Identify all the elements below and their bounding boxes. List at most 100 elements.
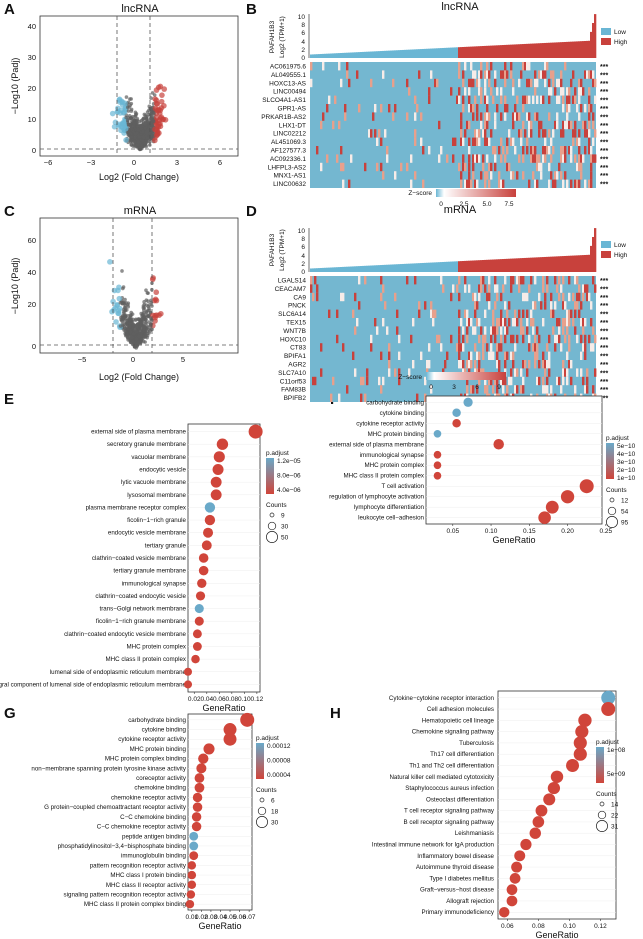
dotplot-point [210,476,222,488]
heatmap-cell [528,62,531,71]
expression-bar [326,267,329,272]
heatmap-cell [576,368,579,377]
heatmap-cell [576,301,579,310]
expression-bar [312,268,315,272]
gene-label: HOXC10 [280,336,306,343]
dotplot-category-label: leukocyte cell−adhesion [358,515,424,522]
heatmap-cell [556,376,559,386]
heatmap-b-grid [310,62,597,188]
dotplot-category-label: Autoimmune thyroid disease [416,864,495,871]
heatmap-cell [356,70,359,79]
heatmap-cell [534,276,537,285]
heatmap-cell [476,129,479,138]
heatmap-cell [590,162,593,172]
heatmap-cell [430,309,433,318]
expression-bar [432,48,435,58]
dotplot-category-label: T cell activation [381,483,424,490]
heatmap-cell [538,292,541,302]
expression-bar [374,51,377,58]
significance-stars: *** [600,140,608,147]
heatmap-cell [588,146,591,155]
volcano-point [139,323,143,328]
heatmap-cell [490,326,493,335]
heatmap-d-ytick: 0 [301,269,305,276]
dotplot-point [550,770,564,783]
heatmap-cell [502,179,505,188]
heatmap-cell [334,95,337,104]
dotplot-point [203,527,214,538]
expression-bar [452,47,455,58]
heatmap-cell [342,179,345,188]
gene-label: LHFPL3-AS2 [268,164,307,171]
dotplot-category-label: Chemokine signaling pathway [412,729,495,736]
significance-stars: *** [600,320,608,327]
dotplot-category-label: clathrin−coated endocytic vesicle membra… [64,631,186,638]
heatmap-cell [480,112,483,121]
heatmap-cell [430,70,433,79]
expression-bar [524,257,527,272]
dotplot-category-label: tertiary granule [145,542,187,549]
heatmap-cell [582,343,585,352]
heatmap-cell [592,343,595,352]
volcano-point [141,129,145,134]
heatmap-cell [482,343,485,352]
expression-bar [450,47,453,58]
heatmap-cell [468,87,471,96]
heatmap-cell [542,154,545,163]
heatmap-cell [476,301,479,310]
heatmap-cell [514,104,517,113]
heatmap-cell [548,78,551,88]
heatmap-cell [560,284,563,293]
dotplot-category-label: Primary immunodeficiency [421,909,494,916]
heatmap-cell [544,78,547,88]
heatmap-cell [432,318,435,327]
dotplot-point [186,890,196,899]
heatmap-cell [550,171,553,180]
heatmap-cell [530,154,533,163]
heatmap-cell [518,112,521,121]
heatmap-d-significance: ****************************************… [600,278,608,403]
heatmap-b-ytick: 10 [298,14,306,21]
dotplot-xlabel: GeneRatio [198,921,241,931]
expression-bar [418,49,421,58]
heatmap-cell [520,318,523,327]
expression-bar [588,40,591,58]
expression-bar [522,44,525,58]
heatmap-cell [494,120,497,130]
heatmap-cell [370,129,373,138]
heatmap-cell [540,171,543,180]
expression-bar [416,49,419,58]
zscore-label: Z−score [408,190,432,197]
expression-bar [566,41,569,58]
zscore-tick: 3 [452,384,456,391]
heatmap-cell [578,137,581,146]
counts-legend-label: 95 [621,520,629,527]
heatmap-cell [564,146,567,155]
volcano-c-xtick: 5 [181,355,185,364]
heatmap-cell [464,179,467,188]
heatmap-cell [450,292,453,302]
heatmap-cell [410,334,413,344]
volcano-point [152,105,159,112]
heatmap-cell [576,179,579,188]
heatmap-cell [442,284,445,293]
dotplot-category-label: Cytokine−cytokine receptor interaction [389,695,495,702]
volcano-point [144,131,148,135]
heatmap-cell [380,276,383,285]
heatmap-cell [468,78,471,88]
heatmap-cell [528,360,531,369]
heatmap-cell [504,95,507,104]
significance-stars: *** [600,182,608,189]
expression-bar [388,264,391,272]
dotplot-point [192,802,203,812]
expression-bar [360,266,363,272]
significance-stars: *** [600,379,608,386]
heatmap-cell [492,146,495,155]
heatmap-cell [586,129,589,138]
dotplot-xtick: 0.07 [243,914,256,921]
heatmap-cell [386,326,389,335]
heatmap-cell [584,318,587,327]
heatmap-cell [476,78,479,88]
heatmap-cell [528,120,531,130]
heatmap-cell [540,70,543,79]
